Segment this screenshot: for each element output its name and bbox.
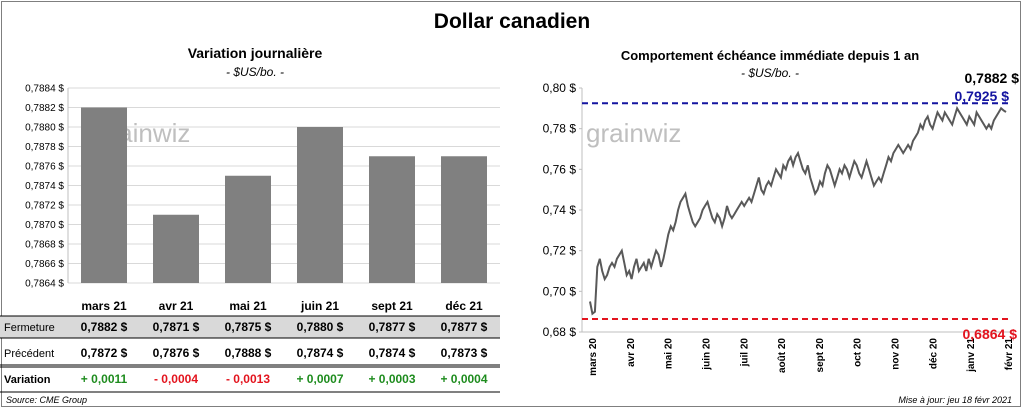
low-value-label: 0,6864 $ (963, 326, 1018, 342)
table-row-label: Précédent (4, 348, 54, 360)
left-chart-title: Variation journalière (187, 45, 323, 61)
y-tick-label: 0,76 $ (543, 162, 577, 176)
y-tick-label: 0,7882 $ (25, 103, 64, 114)
series-line (589, 105, 1007, 316)
y-tick-label: 0,7880 $ (25, 123, 64, 134)
table-cell: + 0,0003 (368, 372, 415, 386)
x-tick-label: déc 20 (928, 338, 939, 370)
source-note: Source: CME Group (6, 395, 88, 405)
table-cell: 0,7882 $ (81, 320, 128, 334)
last-value-label: 0,7882 $ (965, 70, 1020, 86)
table-cell: 0,7874 $ (297, 346, 344, 360)
x-tick-label: avr 20 (626, 338, 637, 367)
table-row-label: Variation (4, 374, 51, 386)
high-value-label: 0,7925 $ (955, 88, 1010, 104)
x-tick-label: févr 21 (1004, 338, 1015, 371)
table-row-label: Fermeture (4, 322, 55, 334)
x-tick-label: oct 20 (853, 338, 864, 367)
y-tick-label: 0,7878 $ (25, 142, 64, 153)
x-tick-label: janv 21 (966, 338, 977, 373)
bar (81, 107, 127, 283)
y-tick-label: 0,68 $ (543, 325, 577, 339)
table-cell: 0,7873 $ (441, 346, 488, 360)
x-tick-label: juin 20 (701, 338, 712, 371)
x-tick-label: juin 21 (300, 299, 339, 313)
bar (153, 214, 199, 283)
y-tick-label: 0,74 $ (543, 203, 577, 217)
y-tick-label: 0,7866 $ (25, 259, 64, 270)
bar (441, 156, 487, 283)
table-cell: 0,7876 $ (153, 346, 200, 360)
x-tick-label: août 20 (777, 338, 788, 373)
bar (369, 156, 415, 283)
bar-chart: 0,7864 $ 0,7866 $ 0,7868 $ 0,7870 $ 0,7872 $… (0, 84, 500, 393)
y-tick-label: 0,78 $ (543, 122, 577, 136)
table-cell: 0,7880 $ (297, 320, 344, 334)
table-cell: 0,7875 $ (225, 320, 272, 334)
page-title: Dollar canadien (433, 10, 591, 33)
y-tick-label: 0,7874 $ (25, 181, 64, 192)
table-cell: - 0,0004 (154, 372, 198, 386)
table-cell: + 0,0004 (440, 372, 487, 386)
right-chart-unit: - $US/bo. - (740, 66, 800, 80)
x-tick-label: nov 20 (891, 338, 902, 370)
table-cell: 0,7874 $ (369, 346, 416, 360)
update-note: Mise à jour: jeu 18 févr 2021 (898, 395, 1012, 405)
table-cell: + 0,0011 (81, 372, 128, 386)
y-tick-label: 0,7870 $ (25, 220, 64, 231)
right-chart-title: Comportement échéance immédiate depuis 1… (620, 48, 920, 63)
x-tick-label: sept 20 (815, 338, 826, 373)
x-tick-label: mai 21 (229, 299, 267, 313)
bar (297, 127, 343, 283)
y-tick-label: 0,7884 $ (25, 84, 64, 95)
table-cell: 0,7877 $ (369, 320, 416, 334)
table-cell: + 0,0007 (296, 372, 343, 386)
y-tick-label: 0,7868 $ (25, 240, 64, 251)
table-cell: 0,7872 $ (81, 346, 128, 360)
y-tick-label: 0,80 $ (543, 81, 577, 95)
x-tick-label: mars 21 (81, 299, 127, 313)
table-cell: 0,7877 $ (441, 320, 488, 334)
table-cell: 0,7888 $ (225, 346, 272, 360)
y-tick-label: 0,7876 $ (25, 162, 64, 173)
table-row-close-bg (0, 316, 500, 338)
x-tick-label: juil 20 (739, 338, 750, 368)
x-tick-label: mai 20 (664, 338, 675, 370)
watermark: grainwiz (586, 118, 681, 148)
y-tick-label: 0,7872 $ (25, 201, 64, 212)
x-tick-label: avr 21 (159, 299, 194, 313)
table-cell: - 0,0013 (226, 372, 270, 386)
x-tick-label: sept 21 (371, 299, 413, 313)
y-tick-label: 0,72 $ (543, 244, 577, 258)
bar (225, 175, 271, 283)
table-cell: 0,7871 $ (153, 320, 200, 334)
y-tick-label: 0,70 $ (543, 284, 577, 298)
x-tick-label: déc 21 (445, 299, 483, 313)
left-chart-unit: - $US/bo. - (225, 65, 285, 79)
y-tick-label: 0,7864 $ (25, 279, 64, 290)
x-tick-label: mars 20 (588, 338, 599, 376)
